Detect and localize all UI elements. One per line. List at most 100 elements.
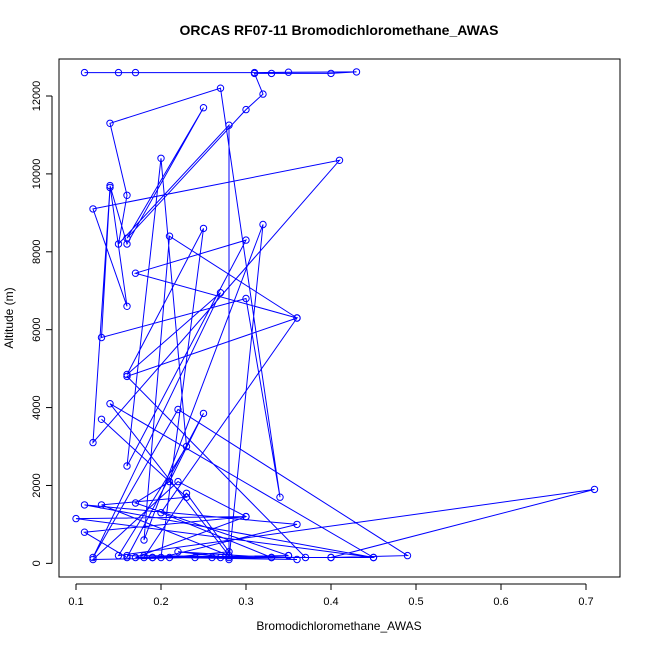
- data-point: [174, 548, 182, 556]
- data-point: [131, 68, 140, 77]
- data-point: [250, 69, 259, 78]
- data-point: [284, 68, 293, 76]
- data-point: [301, 553, 310, 562]
- y-tick-label: 4000: [31, 395, 43, 419]
- data-point: [191, 553, 199, 562]
- x-axis: 0.1 0.2 0.3 0.4 0.5 0.6 0.7: [68, 583, 594, 608]
- x-tick-label: 0.6: [493, 596, 508, 608]
- data-point: [352, 68, 361, 76]
- data-point: [242, 105, 250, 114]
- data-point: [590, 485, 599, 494]
- data-point: [225, 553, 233, 562]
- data-point: [225, 555, 233, 564]
- y-axis: 0 2000 4000 6000 8000 10000 12000: [31, 81, 53, 566]
- x-tick-label: 0.3: [238, 596, 253, 608]
- data-point: [123, 462, 131, 470]
- data-point: [89, 555, 97, 564]
- y-tick-label: 2000: [31, 473, 43, 497]
- series-line: [91, 317, 376, 561]
- data-point: [114, 551, 123, 560]
- data-point: [123, 551, 131, 560]
- x-axis-label: Bromodichloromethane_AWAS: [256, 619, 421, 633]
- data-point: [97, 333, 106, 342]
- data-point: [259, 220, 267, 229]
- data-point: [80, 68, 89, 77]
- data-point: [267, 553, 276, 562]
- data-point: [242, 512, 250, 521]
- data-point: [123, 240, 131, 248]
- y-tick-label: 6000: [31, 317, 43, 341]
- data-point: [123, 370, 131, 379]
- data-point: [140, 536, 148, 544]
- data-point: [97, 415, 106, 423]
- data-point: [157, 154, 165, 163]
- data-point: [123, 302, 131, 310]
- data-point: [174, 405, 182, 414]
- data-lines: [75, 71, 595, 561]
- data-point: [174, 477, 182, 486]
- data-points: [72, 68, 599, 564]
- data-point: [131, 269, 140, 277]
- data-point: [114, 68, 123, 77]
- data-point: [123, 191, 131, 200]
- data-point: [131, 553, 140, 562]
- data-point: [165, 477, 174, 486]
- data-point: [293, 520, 301, 529]
- data-point: [80, 501, 89, 509]
- x-tick-label: 0.2: [153, 596, 168, 608]
- data-point: [335, 156, 344, 165]
- x-tick-label: 0.7: [578, 596, 593, 608]
- data-point: [123, 234, 131, 242]
- data-point: [216, 289, 225, 297]
- y-tick-label: 12000: [31, 81, 43, 112]
- x-tick-label: 0.5: [408, 596, 423, 608]
- data-point: [199, 104, 208, 112]
- data-point: [182, 442, 191, 451]
- data-point: [123, 553, 131, 562]
- data-point: [97, 501, 106, 509]
- data-point: [225, 551, 233, 560]
- data-point: [225, 548, 233, 556]
- data-point: [293, 314, 301, 322]
- data-point: [327, 553, 335, 562]
- data-point: [106, 181, 114, 190]
- data-point: [199, 409, 208, 418]
- data-point: [140, 551, 148, 560]
- y-axis-label: Altitude (m): [2, 287, 16, 348]
- plot-frame: [58, 58, 621, 578]
- data-point: [157, 509, 165, 517]
- data-point: [72, 514, 80, 523]
- data-point: [182, 493, 191, 501]
- x-tick-label: 0.1: [68, 596, 83, 608]
- data-point: [106, 400, 114, 408]
- data-point: [140, 553, 148, 562]
- data-point: [165, 232, 174, 240]
- data-point: [106, 183, 114, 192]
- data-point: [182, 489, 191, 497]
- data-point: [157, 553, 165, 562]
- data-point: [114, 240, 123, 248]
- data-point: [403, 551, 412, 560]
- data-point: [80, 528, 89, 536]
- data-point: [148, 553, 157, 562]
- data-point: [106, 119, 114, 128]
- data-point: [284, 551, 293, 560]
- x-tick-label: 0.4: [323, 596, 338, 608]
- data-point: [216, 84, 225, 92]
- data-point: [276, 493, 284, 501]
- y-tick-label: 0: [31, 560, 43, 566]
- data-point: [199, 224, 208, 233]
- data-point: [89, 205, 97, 213]
- data-point: [89, 438, 97, 447]
- data-point: [225, 121, 233, 129]
- data-point: [242, 236, 250, 244]
- data-point: [216, 553, 225, 562]
- data-point: [208, 553, 216, 562]
- y-tick-label: 8000: [31, 240, 43, 264]
- data-point: [293, 555, 301, 564]
- data-point: [327, 69, 335, 78]
- data-point: [242, 294, 250, 303]
- data-point: [165, 553, 174, 562]
- chart-title: ORCAS RF07-11 Bromodichloromethane_AWAS: [180, 22, 499, 38]
